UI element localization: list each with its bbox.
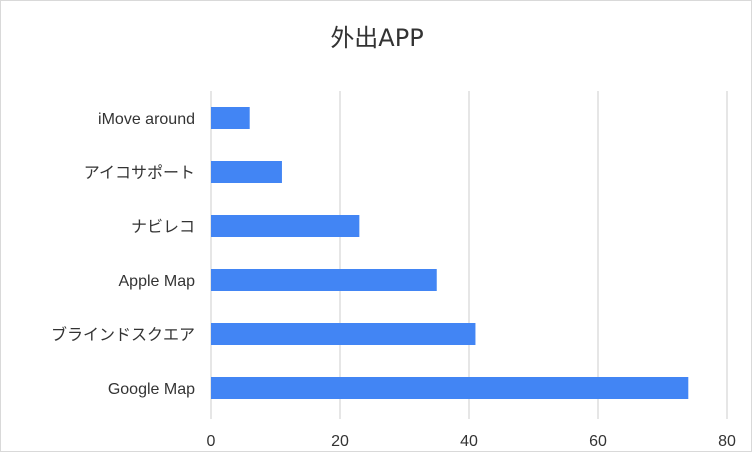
x-tick-label: 20 xyxy=(331,433,349,450)
x-tick-labels: 0 20 40 60 80 xyxy=(207,433,736,450)
x-tick-label: 80 xyxy=(718,433,736,450)
x-tick-label: 60 xyxy=(589,433,607,450)
chart-title: 外出APP xyxy=(330,24,423,52)
category-label: Google Map xyxy=(108,381,195,398)
bar xyxy=(211,269,437,291)
category-label: アイコサポート xyxy=(84,164,195,182)
bar xyxy=(211,377,689,399)
category-label: Apple Map xyxy=(119,273,196,290)
bar xyxy=(211,215,360,237)
bar xyxy=(211,107,250,129)
bars xyxy=(211,107,689,399)
category-label: ブラインドスクエア xyxy=(51,325,195,344)
x-tick-label: 40 xyxy=(460,433,478,450)
bar xyxy=(211,161,282,183)
category-label: iMove around xyxy=(98,111,195,128)
bar xyxy=(211,323,476,345)
x-tick-label: 0 xyxy=(207,433,216,450)
category-label: ナビレコ xyxy=(131,218,195,236)
gridlines xyxy=(210,91,728,419)
